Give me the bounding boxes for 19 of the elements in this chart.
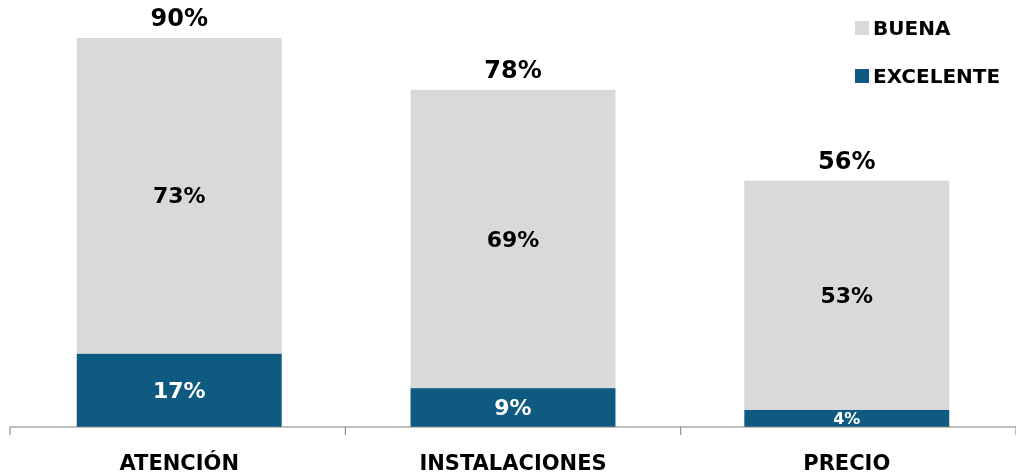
total-label: 90% [150, 4, 208, 32]
bar [744, 180, 950, 410]
x-tick-label: PRECIO [803, 451, 891, 475]
data-label: 9% [494, 395, 532, 421]
bar [76, 353, 282, 427]
data-label: 53% [820, 282, 874, 308]
x-tick-label: INSTALACIONES [419, 451, 607, 475]
total-label: 56% [818, 146, 876, 175]
data-label: 4% [833, 408, 861, 428]
bar [76, 38, 282, 354]
total-label: 78% [484, 55, 542, 84]
data-label: 69% [486, 226, 540, 252]
bar [410, 89, 616, 389]
data-label: 17% [152, 377, 206, 403]
bar [410, 388, 616, 427]
x-tick-label: ATENCIÓN [119, 450, 239, 475]
legend-label: EXCELENTE [873, 64, 1001, 88]
data-label: 73% [152, 183, 206, 209]
legend-label: BUENA [873, 16, 951, 40]
